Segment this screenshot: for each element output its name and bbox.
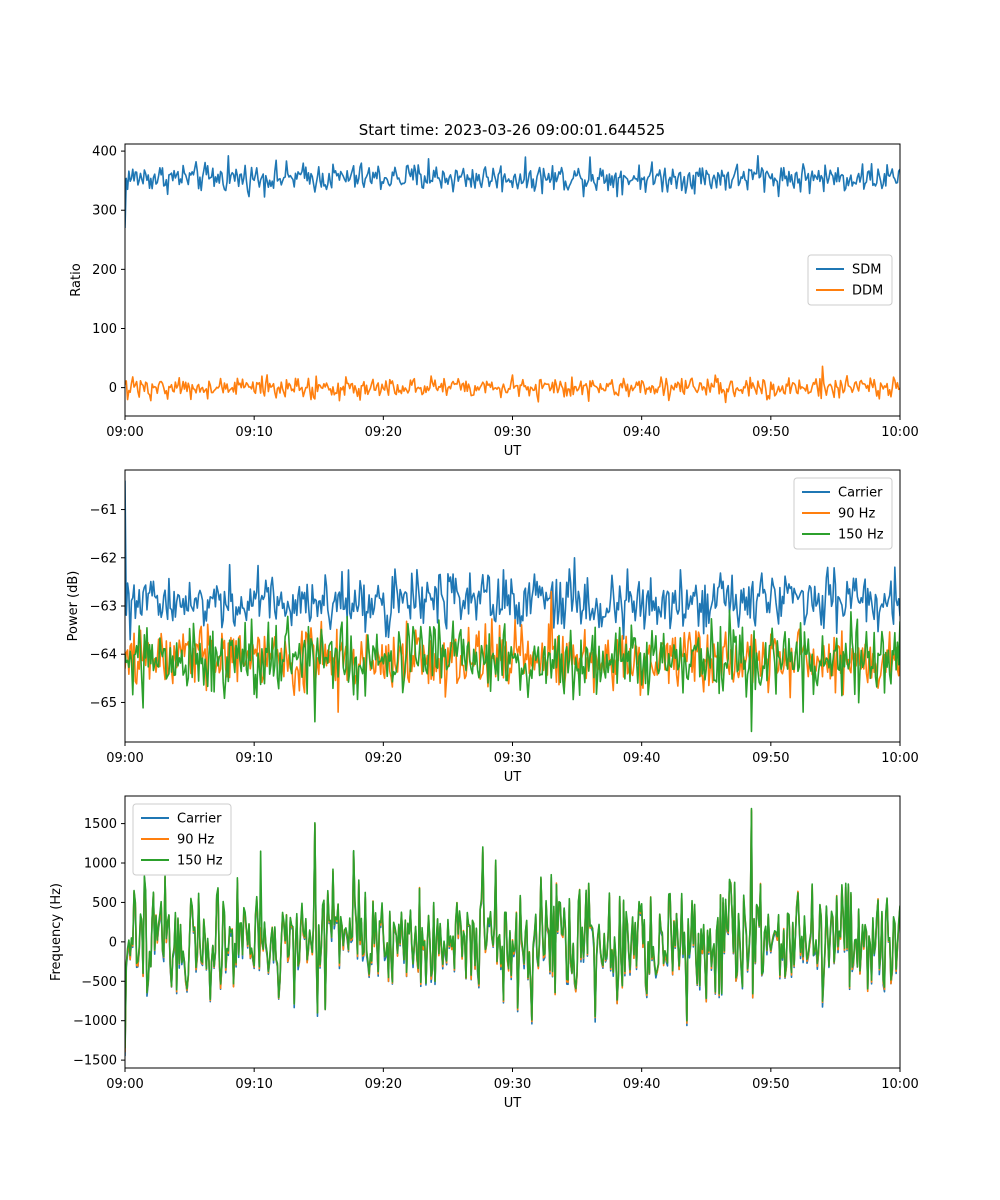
- legend-entry-label: 90 Hz: [177, 833, 214, 848]
- y-tick-label: 400: [92, 145, 117, 160]
- legend-entry-label: Carrier: [838, 486, 883, 501]
- y-tick-label: −65: [90, 696, 117, 711]
- legend-entry-label: Carrier: [177, 812, 222, 827]
- legend-entry-label: 150 Hz: [838, 528, 884, 543]
- x-tick-label: 09:20: [365, 751, 402, 766]
- legend-box: [793, 477, 893, 550]
- legend-entry-label: DDM: [852, 284, 883, 299]
- x-tick-label: 09:50: [752, 751, 789, 766]
- x-tick-label: 09:10: [235, 425, 272, 440]
- y-tick-label: −1500: [73, 1054, 117, 1069]
- x-tick-label: 09:30: [494, 1077, 531, 1092]
- series-line-ddm: [125, 365, 900, 404]
- legend-box: [807, 254, 893, 306]
- x-tick-label: 09:40: [623, 751, 660, 766]
- y-tick-label: 100: [92, 322, 117, 337]
- legend-entry-label: 150 Hz: [177, 854, 223, 869]
- legend-box: [132, 803, 232, 876]
- y-axis-label: Ratio: [69, 263, 84, 296]
- y-tick-label: −63: [90, 600, 117, 615]
- y-tick-label: 0: [109, 935, 117, 950]
- y-tick-label: −500: [81, 975, 117, 990]
- x-tick-label: 09:00: [106, 1077, 143, 1092]
- chart-panel-1: 09:00 09:10 09:20 09:30 09:40 09:50 10:00 0 100 2…: [69, 143, 919, 459]
- x-axis-label: UT: [504, 444, 522, 459]
- x-tick-label: 09:30: [494, 425, 531, 440]
- y-tick-label: 200: [92, 263, 117, 278]
- legend-entry-label: 90 Hz: [838, 507, 875, 522]
- series-line-carrier: [125, 480, 900, 641]
- series-line-150-hz: [125, 609, 900, 733]
- legend: Carrier 90 Hz 150 Hz: [132, 803, 232, 876]
- y-tick-label: −62: [90, 551, 117, 566]
- x-tick-label: 09:50: [752, 425, 789, 440]
- x-tick-label: 09:00: [106, 751, 143, 766]
- series-group: [125, 480, 900, 733]
- series-line-90-hz: [125, 809, 900, 1053]
- x-tick-label: 09:20: [365, 1077, 402, 1092]
- x-tick-label: 09:10: [235, 1077, 272, 1092]
- y-tick-label: −61: [90, 503, 117, 518]
- chart-panel-2: 09:00 09:10 09:20 09:30 09:40 09:50 10:00 −65 −6…: [66, 469, 919, 785]
- y-axis-label: Power (dB): [66, 571, 81, 642]
- y-tick-label: 1000: [84, 857, 117, 872]
- series-line-150-hz: [125, 807, 900, 1049]
- x-tick-label: 09:40: [623, 1077, 660, 1092]
- y-axis-label: Frequency (Hz): [49, 883, 64, 981]
- x-tick-label: 10:00: [881, 425, 918, 440]
- series-group: [125, 807, 900, 1057]
- x-tick-label: 10:00: [881, 1077, 918, 1092]
- chart-title: Start time: 2023-03-26 09:00:01.644525: [359, 121, 665, 139]
- x-tick-label: 09:10: [235, 751, 272, 766]
- y-tick-label: 500: [92, 896, 117, 911]
- y-tick-label: 1500: [84, 817, 117, 832]
- legend: SDM DDM: [807, 254, 893, 306]
- legend: Carrier 90 Hz 150 Hz: [793, 477, 893, 550]
- y-tick-label: 0: [109, 381, 117, 396]
- x-tick-label: 09:30: [494, 751, 531, 766]
- y-tick-label: −1000: [73, 1014, 117, 1029]
- x-tick-label: 10:00: [881, 751, 918, 766]
- x-axis-label: UT: [504, 1096, 522, 1111]
- x-tick-label: 09:20: [365, 425, 402, 440]
- x-tick-label: 09:40: [623, 425, 660, 440]
- y-tick-label: 300: [92, 204, 117, 219]
- x-tick-label: 09:50: [752, 1077, 789, 1092]
- y-tick-label: −64: [90, 648, 117, 663]
- series-line-sdm: [125, 155, 900, 228]
- x-tick-label: 09:00: [106, 425, 143, 440]
- chart-panel-3: 09:00 09:10 09:20 09:30 09:40 09:50 10:00 −1500…: [49, 795, 919, 1111]
- legend-entry-label: SDM: [852, 263, 881, 278]
- series-group: [125, 155, 900, 404]
- x-axis-label: UT: [504, 770, 522, 785]
